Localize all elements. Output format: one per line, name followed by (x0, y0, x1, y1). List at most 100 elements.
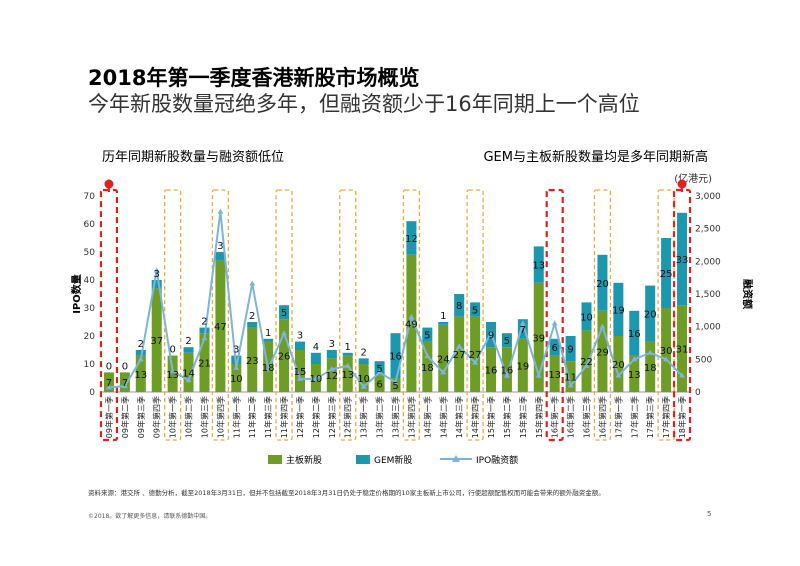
bar-main-board (581, 330, 592, 392)
label-gem: 13 (532, 261, 545, 272)
bar-gem (135, 350, 146, 356)
label-gem: 16 (389, 352, 402, 363)
x-tick-label: 17年第二季 (629, 396, 639, 438)
ipo-point (408, 313, 415, 319)
label-gem: 9 (488, 331, 494, 342)
label-gem: 0 (169, 345, 175, 356)
label-main-board: 30 (660, 346, 673, 357)
bar-main-board (279, 319, 290, 392)
label-gem: 1 (265, 328, 271, 339)
label-main-board: 13 (628, 370, 641, 381)
x-tick-label: 11年第二季 (247, 396, 257, 438)
bar-gem (470, 302, 481, 317)
x-tick-label: 17年第一季 (613, 396, 623, 438)
highlight-box (402, 189, 421, 441)
highlight-box (466, 189, 484, 441)
ipo-point (535, 372, 542, 378)
x-tick-label: 12年第二季 (311, 396, 321, 438)
ipo-point (217, 208, 224, 214)
label-gem: 4 (313, 342, 319, 353)
label-main-board: 18 (421, 363, 434, 374)
ipo-point (424, 353, 431, 359)
highlight-box (211, 189, 230, 441)
x-tick-label: 16年第二季 (566, 396, 576, 438)
ipo-point (615, 372, 622, 378)
bar-main-board (167, 355, 178, 392)
ipo-point (663, 356, 670, 362)
label-main-board: 11 (564, 373, 577, 384)
y-right-tick-label: 500 (695, 355, 712, 365)
ipo-point (519, 320, 526, 326)
bar-main-board (103, 372, 114, 392)
bar-main-board (390, 378, 401, 392)
bar-main-board (565, 361, 576, 392)
label-main-board: 22 (580, 357, 593, 368)
bar-main-board (199, 333, 210, 392)
label-main-board: 14 (182, 368, 195, 379)
highlight-box (657, 189, 675, 441)
bar-gem (326, 350, 337, 359)
ipo-point (233, 364, 240, 370)
label-gem: 10 (580, 312, 593, 323)
ipo-point (551, 320, 558, 326)
label-gem: 7 (520, 325, 526, 336)
highlight-box (593, 189, 612, 441)
label-gem: 3 (297, 331, 303, 342)
bar-main-board (406, 254, 417, 392)
label-gem: 3 (217, 241, 223, 252)
label-main-board: 37 (150, 336, 163, 347)
legend-ipo-label: IPO融资额 (476, 456, 519, 466)
bar-main-board (470, 316, 481, 392)
page-number: 5 (707, 510, 712, 518)
x-tick-label: 09年第四季 (152, 396, 162, 438)
x-tick-label: 13年第三季 (391, 396, 401, 438)
y-left-tick-label: 40 (84, 276, 96, 286)
label-main-board: 10 (357, 374, 370, 385)
label-gem: 2 (360, 347, 366, 358)
ipo-point (472, 359, 479, 365)
bar-gem (549, 338, 560, 356)
label-gem: 8 (456, 301, 462, 312)
bar-main-board (247, 327, 258, 392)
ipo-point (185, 377, 192, 383)
label-main-board: 39 (532, 333, 545, 344)
label-gem: 5 (376, 364, 382, 375)
label-gem: 5 (504, 336, 510, 347)
annotation-right: GEM与主板新股数量均是多年同期新高 (483, 150, 708, 165)
bar-main-board (422, 341, 433, 392)
x-tick-label: 17年第三季 (645, 396, 655, 438)
x-tick-label: 12年第四季 (343, 396, 353, 438)
x-tick-label: 17年第四季 (661, 396, 671, 438)
ipo-point (281, 330, 288, 336)
label-main-board: 47 (214, 322, 227, 333)
bar-main-board (119, 372, 130, 392)
bar-main-board (438, 324, 449, 392)
bar-main-board (661, 308, 672, 392)
y-left-tick-label: 10 (84, 360, 96, 370)
bar-gem (565, 336, 576, 362)
bar-gem (294, 341, 305, 350)
y-right-axis-title: 融资额 (741, 279, 754, 309)
label-gem: 5 (472, 305, 478, 316)
page-title: 2018年第一季度香港新股市场概览 (88, 66, 420, 90)
x-tick-label: 09年第一季 (104, 396, 114, 438)
x-tick-label: 13年第四季 (406, 396, 416, 438)
label-main-board: 23 (246, 356, 259, 367)
ipo-point (503, 372, 510, 378)
label-main-board: 7 (106, 378, 112, 389)
bar-gem (310, 352, 321, 364)
label-gem: 33 (676, 255, 689, 266)
ipo-point (679, 372, 686, 378)
bar-gem (374, 361, 385, 376)
bar-gem (517, 319, 528, 339)
legend-main-board-label: 主板新股 (286, 456, 323, 466)
label-main-board: 20 (612, 360, 625, 371)
x-tick-label: 16年第三季 (582, 396, 592, 438)
page-subtitle: 今年新股数量冠绝多年，但融资额少于16年同期上一个高位 (88, 92, 640, 116)
ipo-point (105, 384, 112, 390)
highlight-box (339, 189, 357, 441)
label-gem: 5 (281, 308, 287, 319)
bar-gem (279, 305, 290, 320)
x-tick-label: 12年第三季 (327, 396, 337, 438)
bar-gem (390, 333, 401, 378)
